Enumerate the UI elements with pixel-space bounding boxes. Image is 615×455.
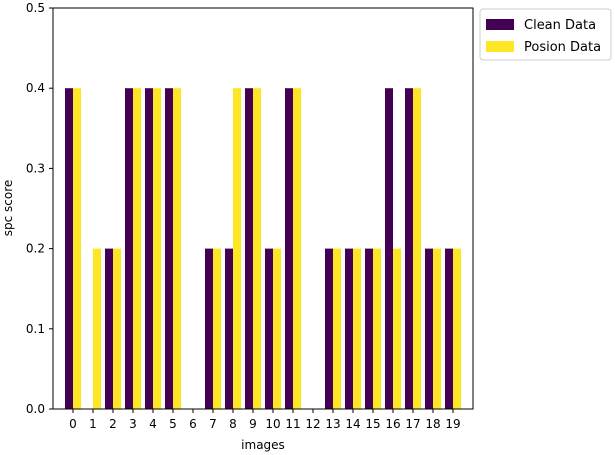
legend-swatch-poison: [486, 41, 514, 52]
bar-poison-1: [93, 248, 101, 409]
bars-group: [65, 88, 461, 409]
y-tick-label: 0.0: [26, 402, 45, 416]
bar-poison-17: [413, 88, 421, 409]
x-tick-label: 11: [285, 417, 300, 431]
bar-clean-8: [225, 248, 233, 409]
bar-clean-19: [445, 248, 453, 409]
bar-poison-9: [253, 88, 261, 409]
legend-label-clean: Clean Data: [524, 18, 596, 33]
x-tick-label: 3: [129, 417, 137, 431]
bar-clean-2: [105, 248, 113, 409]
bar-clean-14: [345, 248, 353, 409]
bar-clean-5: [165, 88, 173, 409]
y-tick-label: 0.3: [26, 161, 45, 175]
x-tick-label: 12: [305, 417, 320, 431]
x-tick-label: 1: [89, 417, 97, 431]
y-tick-label: 0.1: [26, 322, 45, 336]
bar-clean-4: [145, 88, 153, 409]
bar-clean-15: [365, 248, 373, 409]
bar-poison-8: [233, 88, 241, 409]
bar-poison-14: [353, 248, 361, 409]
y-axis-label: spc score: [1, 180, 15, 237]
bar-poison-11: [293, 88, 301, 409]
x-axis-label: images: [241, 438, 285, 452]
y-axis-ticks: 0.0 0.1 0.2 0.3 0.4 0.5: [26, 1, 53, 416]
bar-clean-0: [65, 88, 73, 409]
bar-poison-4: [153, 88, 161, 409]
x-tick-label: 14: [345, 417, 360, 431]
bar-clean-10: [265, 248, 273, 409]
x-tick-label: 13: [325, 417, 340, 431]
bar-clean-17: [405, 88, 413, 409]
x-tick-label: 16: [385, 417, 400, 431]
x-tick-label: 7: [209, 417, 217, 431]
bar-poison-16: [393, 248, 401, 409]
bar-clean-13: [325, 248, 333, 409]
plot-frame: [52, 7, 474, 410]
x-tick-label: 8: [229, 417, 237, 431]
x-tick-label: 5: [169, 417, 177, 431]
bar-poison-0: [73, 88, 81, 409]
y-tick-label: 0.4: [26, 81, 45, 95]
x-tick-label: 6: [189, 417, 197, 431]
x-tick-label: 17: [405, 417, 420, 431]
bar-poison-5: [173, 88, 181, 409]
x-tick-label: 0: [69, 417, 77, 431]
bar-poison-18: [433, 248, 441, 409]
legend-swatch-clean: [486, 19, 514, 30]
bar-poison-19: [453, 248, 461, 409]
legend: Clean Data Posion Data: [479, 8, 612, 61]
x-tick-label: 18: [425, 417, 440, 431]
bar-poison-7: [213, 248, 221, 409]
x-tick-label: 10: [265, 417, 280, 431]
bar-poison-3: [133, 88, 141, 409]
bar-clean-9: [245, 88, 253, 409]
bar-poison-13: [333, 248, 341, 409]
bar-poison-2: [113, 248, 121, 409]
x-tick-label: 2: [109, 417, 117, 431]
bar-clean-16: [385, 88, 393, 409]
x-axis-ticks: 0 1 2 3 4 5 6 7 8 9 10 11 12 13 14 15 16 17 18 19: [69, 409, 461, 431]
bar-clean-7: [205, 248, 213, 409]
x-tick-label: 9: [249, 417, 257, 431]
bar-clean-11: [285, 88, 293, 409]
legend-label-poison: Posion Data: [524, 40, 601, 55]
bar-clean-3: [125, 88, 133, 409]
x-tick-label: 4: [149, 417, 157, 431]
x-tick-label: 19: [445, 417, 460, 431]
y-tick-label: 0.2: [26, 242, 45, 256]
x-tick-label: 15: [365, 417, 380, 431]
bar-poison-15: [373, 248, 381, 409]
y-tick-label: 0.5: [26, 1, 45, 15]
bar-poison-10: [273, 248, 281, 409]
bar-clean-18: [425, 248, 433, 409]
